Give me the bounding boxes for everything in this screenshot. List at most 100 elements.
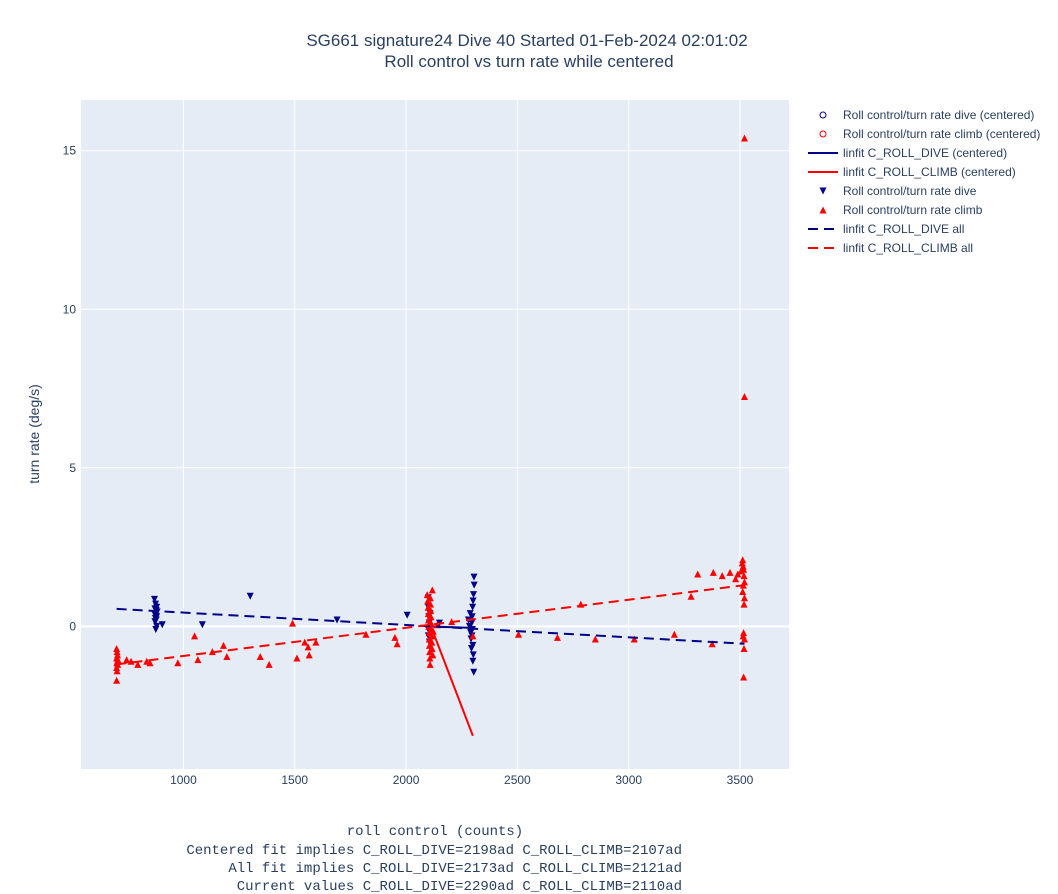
x-tick-label: 1500 — [281, 773, 308, 787]
data-point — [393, 640, 401, 648]
data-point — [429, 627, 437, 635]
legend-label: linfit C_ROLL_DIVE all — [843, 222, 964, 236]
data-point — [709, 568, 717, 576]
legend-item[interactable]: linfit C_ROLL_CLIMB (centered) — [808, 165, 1016, 179]
data-point — [256, 652, 264, 660]
data-point — [740, 600, 748, 608]
data-point — [113, 664, 121, 672]
legend-item[interactable]: linfit C_ROLL_CLIMB all — [808, 241, 973, 255]
data-point — [113, 648, 121, 656]
series-linfit-c-roll-dive-all — [116, 607, 745, 645]
x-tick-label: 2000 — [393, 773, 420, 787]
x-tick-label: 2500 — [504, 773, 531, 787]
data-point — [740, 565, 748, 573]
data-point — [113, 667, 121, 675]
x-ticks: 1000 1500 2000 2500 3000 3500 — [170, 773, 754, 787]
series-roll-control-turn-rate-climb — [113, 134, 748, 684]
legend-item[interactable]: linfit C_ROLL_DIVE all — [808, 222, 964, 236]
legend-item[interactable]: Roll control/turn rate dive — [819, 184, 977, 198]
data-point — [591, 635, 599, 643]
data-point — [726, 568, 734, 576]
x-axis-title: roll control (counts) — [347, 824, 523, 840]
data-point — [194, 656, 202, 664]
data-point — [158, 621, 166, 629]
plot-area[interactable] — [81, 100, 789, 769]
data-point — [708, 640, 716, 648]
data-point — [289, 619, 297, 627]
data-point — [694, 570, 702, 578]
data-point — [514, 630, 522, 638]
legend-item[interactable]: Roll control/turn rate climb — [819, 203, 983, 217]
data-point — [553, 633, 561, 641]
data-point — [305, 651, 313, 659]
y-tick-label: 5 — [69, 461, 76, 475]
data-point — [265, 660, 273, 668]
data-point — [333, 616, 341, 624]
data-point — [426, 594, 434, 602]
data-point — [174, 659, 182, 667]
data-point — [123, 656, 131, 664]
data-point — [219, 641, 227, 649]
data-point — [670, 630, 678, 638]
data-point — [740, 645, 748, 653]
legend-label: Roll control/turn rate dive (centered) — [843, 108, 1034, 122]
y-tick-label: 10 — [63, 302, 77, 316]
data-point — [151, 618, 159, 626]
data-point — [362, 630, 370, 638]
data-point — [304, 643, 312, 651]
series-linfit-c-roll-climb-all — [116, 584, 745, 666]
data-point — [469, 603, 477, 611]
data-point — [428, 586, 436, 594]
legend-label: Roll control/turn rate dive — [843, 184, 977, 198]
legend-swatch-marker — [819, 111, 827, 119]
data-point — [150, 595, 158, 603]
legend-item[interactable]: Roll control/turn rate climb (centered) — [819, 127, 1040, 141]
data-point — [734, 570, 742, 578]
x-axis-note-all-fit: All fit implies C_ROLL_DIVE=2173ad C_ROL… — [228, 861, 682, 877]
data-point — [732, 575, 740, 583]
data-point — [391, 633, 399, 641]
legend-item[interactable]: linfit C_ROLL_DIVE (centered) — [808, 146, 1007, 160]
legend-item[interactable]: Roll control/turn rate dive (centered) — [819, 108, 1034, 122]
data-point — [469, 651, 477, 659]
data-point — [468, 619, 476, 627]
legend-swatch-marker — [819, 206, 827, 214]
data-point — [427, 619, 435, 627]
data-point — [740, 629, 748, 637]
data-point — [469, 657, 477, 665]
data-point — [427, 600, 435, 608]
data-point — [470, 668, 478, 676]
legend-label: Roll control/turn rate climb — [843, 203, 983, 217]
data-point — [740, 635, 748, 643]
data-point — [198, 621, 206, 629]
data-point — [687, 592, 695, 600]
fit-line — [116, 607, 745, 645]
data-point — [113, 676, 121, 684]
fit-line — [116, 584, 745, 666]
legend-label: linfit C_ROLL_DIVE (centered) — [843, 146, 1007, 160]
data-point — [740, 572, 748, 580]
x-tick-label: 3000 — [615, 773, 642, 787]
data-point — [739, 587, 747, 595]
data-point — [427, 606, 435, 614]
data-point — [740, 594, 748, 602]
series-layer — [113, 134, 748, 737]
data-point — [428, 632, 436, 640]
data-point — [469, 632, 477, 640]
y-tick-label: 0 — [69, 619, 76, 633]
chart-title: SG661 signature24 Dive 40 Started 01-Feb… — [306, 31, 747, 50]
y-tick-label: 15 — [63, 144, 77, 158]
data-point — [470, 581, 478, 589]
data-point — [428, 645, 436, 653]
data-point — [146, 659, 154, 667]
data-point — [423, 591, 431, 599]
series-linfit-c-roll-climb-centered- — [426, 618, 474, 737]
legend-swatch-marker — [819, 130, 827, 138]
data-point — [312, 638, 320, 646]
x-tick-label: 3500 — [727, 773, 754, 787]
x-tick-label: 1000 — [170, 773, 197, 787]
data-point — [740, 673, 748, 681]
data-point — [630, 635, 638, 643]
data-point — [293, 654, 301, 662]
data-point — [740, 392, 748, 400]
